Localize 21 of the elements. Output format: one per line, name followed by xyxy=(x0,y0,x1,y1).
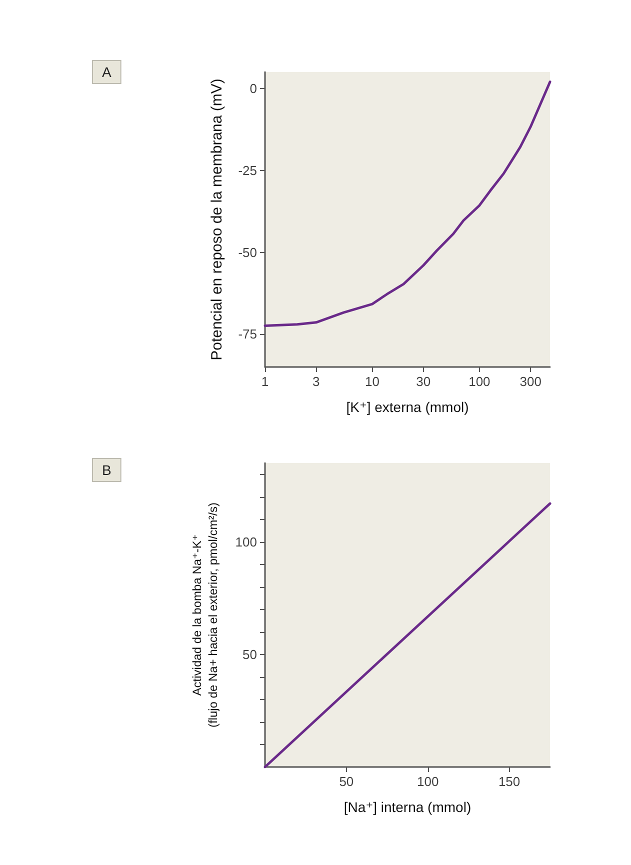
y-tick-label: 50 xyxy=(242,646,257,662)
x-tick-label: 300 xyxy=(520,374,542,389)
y-tick-label: -25 xyxy=(238,162,257,178)
x-tick-label: 3 xyxy=(312,374,320,389)
y-axis-title: Actividad de la bomba Na⁺-K⁺ (flujo de Na+ hacia el exterior, pmol/cm²/s) xyxy=(190,502,220,728)
y-tick-label: 100 xyxy=(235,534,257,550)
y-tick-label: -50 xyxy=(238,244,257,260)
x-tick-label: 1 xyxy=(261,374,269,389)
x-axis-title: [K⁺] externa (mmol) xyxy=(346,399,469,415)
text: B xyxy=(102,462,112,478)
x-tick-label: 10 xyxy=(364,374,380,389)
y-axis-title: Potencial en reposo de la membrana (mV) xyxy=(208,78,226,360)
x-axis-title: [Na⁺] interna (mmol) xyxy=(344,799,472,815)
y-tick-label: 0 xyxy=(250,80,257,96)
y-tick-label: -75 xyxy=(238,326,257,342)
x-tick-label: 150 xyxy=(498,774,520,789)
x-tick-label: 100 xyxy=(468,374,490,389)
x-tick-label: 30 xyxy=(416,374,431,389)
text: A xyxy=(102,64,112,80)
x-tick-label: 50 xyxy=(339,774,354,789)
x-tick-label: 100 xyxy=(417,774,439,789)
